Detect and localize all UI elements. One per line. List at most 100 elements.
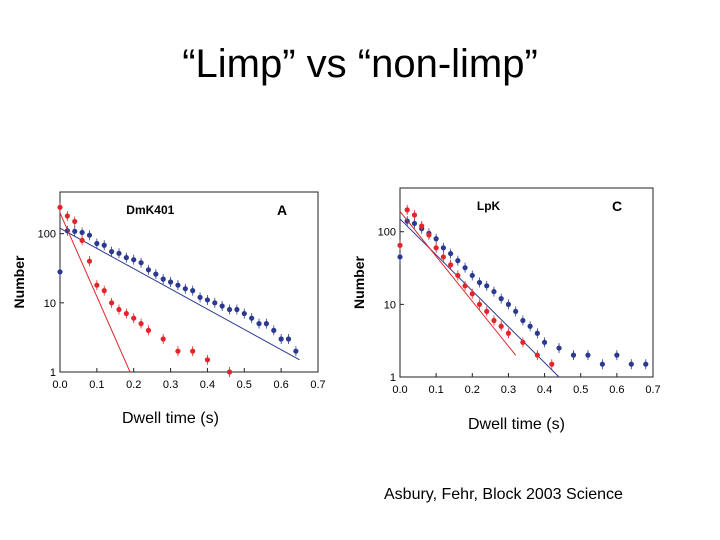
data-point [491, 317, 497, 324]
data-point [94, 240, 100, 247]
y-tick-label: 100 [38, 229, 56, 241]
data-point [628, 361, 634, 367]
x-tick-label: 0.0 [392, 384, 407, 396]
x-tick-label: 0.4 [537, 384, 552, 396]
data-point [419, 223, 425, 229]
data-point [527, 323, 533, 329]
data-point [190, 288, 196, 294]
data-point [234, 306, 240, 313]
x-tick-label: 0.0 [52, 379, 67, 391]
data-point [585, 352, 591, 358]
fit-line [59, 227, 300, 361]
data-point [204, 297, 211, 303]
data-point [86, 232, 93, 238]
data-point [397, 254, 403, 260]
x-tick-label: 0.1 [89, 379, 104, 391]
x-tick-label: 0.6 [273, 379, 288, 391]
x-caption-left: Dwell time (s) [122, 410, 219, 427]
chart-title: LpK [477, 199, 501, 213]
data-point [219, 303, 225, 309]
data-point [469, 272, 475, 279]
data-point [57, 269, 63, 275]
data-point [570, 352, 577, 358]
y-axis-label: Number [11, 255, 27, 308]
x-tick-label: 0.3 [501, 384, 516, 396]
data-point [293, 348, 299, 354]
x-tick-label: 0.4 [200, 379, 215, 391]
data-point [175, 282, 181, 288]
data-point [145, 327, 152, 333]
data-point [440, 254, 446, 260]
data-point [197, 294, 203, 300]
x-tick-label: 0.2 [126, 379, 141, 391]
x-tick-label: 0.7 [310, 379, 325, 391]
data-point [64, 213, 70, 219]
data-point [138, 321, 144, 327]
x-tick-label: 0.5 [573, 384, 588, 396]
data-point [476, 279, 483, 286]
data-point [109, 249, 115, 255]
data-point [226, 369, 233, 375]
data-point [433, 245, 439, 251]
y-tick-label: 100 [378, 227, 396, 239]
data-point [484, 283, 490, 289]
data-point [153, 271, 159, 277]
data-point [440, 245, 446, 251]
data-point [541, 339, 548, 345]
data-point [145, 267, 152, 273]
data-point [534, 330, 540, 336]
data-point [448, 250, 454, 257]
plot-frame [399, 187, 654, 378]
y-tick-label: 1 [390, 372, 396, 384]
data-point [57, 204, 63, 210]
data-point [204, 357, 211, 363]
slide-title: “Limp” vs “non-limp” [182, 42, 538, 86]
y-axis-label: Number [351, 256, 367, 309]
data-point [263, 321, 269, 327]
x-tick-label: 0.5 [237, 379, 252, 391]
data-point [249, 315, 255, 321]
data-point [116, 306, 122, 313]
data-point [241, 310, 247, 317]
data-point [271, 327, 277, 333]
data-point [79, 229, 85, 236]
fit-line [399, 211, 517, 356]
data-point [278, 336, 284, 342]
data-point [484, 308, 490, 315]
x-tick-label: 0.6 [609, 384, 624, 396]
data-point [397, 242, 403, 248]
data-point [498, 296, 504, 302]
data-point [212, 300, 218, 306]
data-point [160, 336, 166, 342]
data-point [109, 300, 115, 306]
data-point [614, 352, 620, 358]
data-point [513, 308, 519, 315]
data-point [520, 317, 526, 324]
data-point [190, 348, 196, 354]
data-point [72, 218, 78, 225]
data-point [131, 257, 137, 263]
data-point [94, 282, 100, 288]
x-tick-label: 0.7 [645, 384, 660, 396]
data-point [476, 301, 483, 307]
chart-lpk: 1 10 100 0.0 0.1 0.2 0.3 0.4 0.5 0.6 0.7 Number LpK C [351, 187, 661, 396]
data-point [138, 260, 144, 266]
data-point [101, 288, 107, 294]
chart-dmk401: 1 10 100 0.0 0.1 0.2 0.3 0.4 0.5 0.6 0.7 Number DmK4… [11, 191, 326, 391]
data-point [448, 262, 454, 268]
data-point [404, 207, 410, 213]
data-point [285, 336, 292, 342]
y-tick-label: 10 [384, 299, 396, 311]
data-point [426, 232, 432, 238]
data-point [549, 361, 555, 367]
data-point [534, 352, 540, 358]
x-tick-label: 0.2 [465, 384, 480, 396]
data-point [643, 361, 649, 367]
x-tick-label: 0.1 [428, 384, 443, 396]
x-caption-right: Dwell time (s) [468, 416, 565, 433]
data-point [411, 220, 418, 227]
data-point [505, 301, 512, 307]
data-point [520, 339, 526, 345]
data-point [131, 315, 137, 321]
data-point [79, 237, 85, 243]
